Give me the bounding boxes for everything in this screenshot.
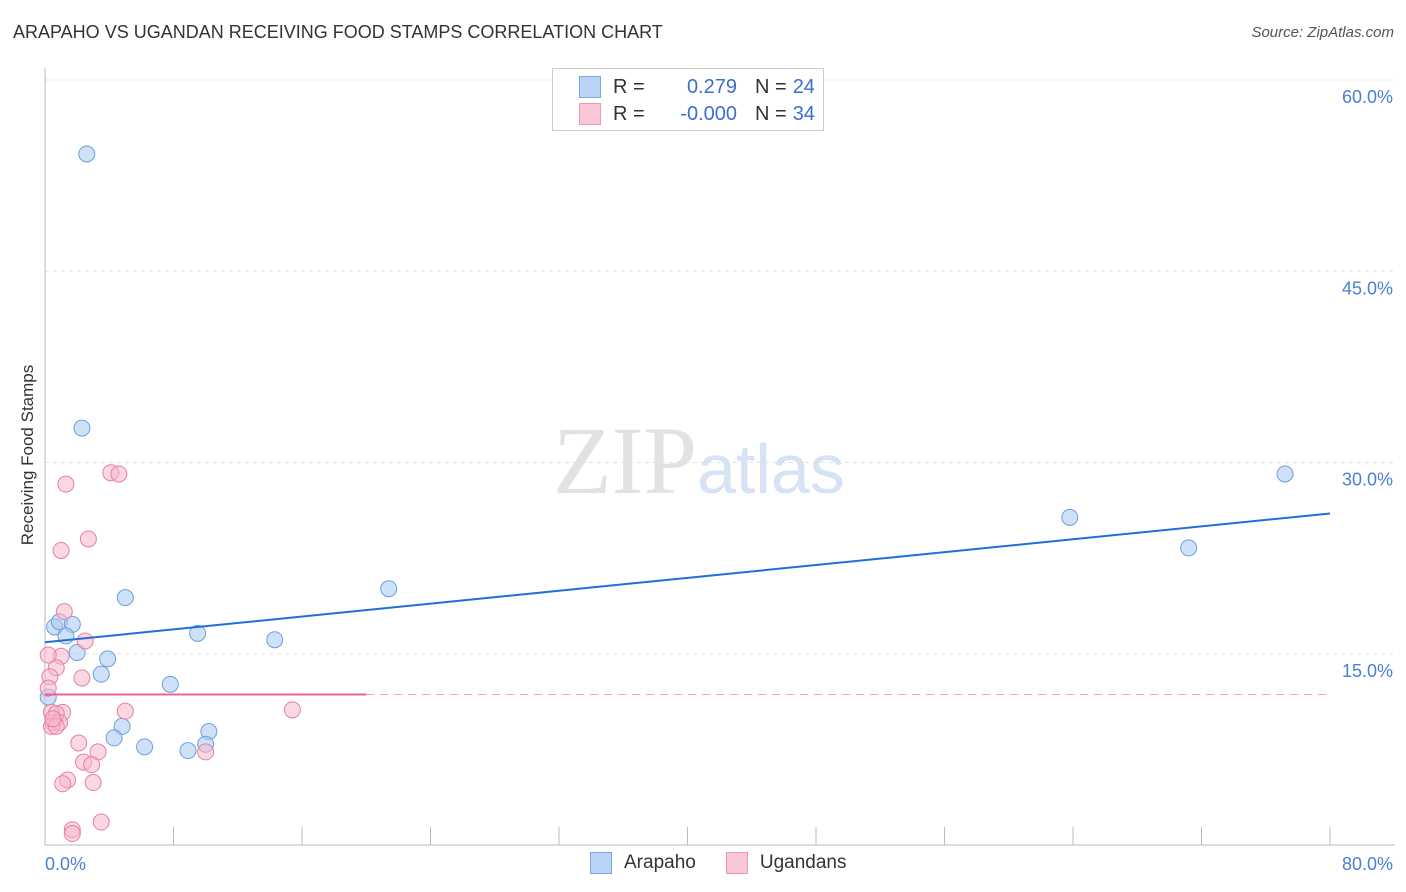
data-point-arapaho (92, 665, 110, 683)
data-point-arapaho (73, 419, 91, 437)
chart-title: ARAPAHO VS UGANDAN RECEIVING FOOD STAMPS… (13, 22, 663, 42)
legend-swatch-blue (579, 76, 601, 98)
legend-row-ugandans: R = -0.000 N = 34 (579, 102, 815, 126)
data-point-ugandans (55, 603, 73, 621)
data-point-arapaho (161, 675, 179, 693)
legend-n-label: N = (755, 75, 787, 98)
data-point-ugandans (70, 734, 88, 752)
trend-line-arapaho (44, 512, 1331, 644)
data-point-arapaho (1061, 508, 1079, 526)
legend-n-label: N = (755, 102, 787, 125)
y-tick-label: 45.0% (1342, 278, 1393, 298)
legend-r-value: -0.000 (680, 102, 737, 125)
bottom-legend-ugandans: Ugandans (725, 852, 847, 874)
swatch (590, 852, 612, 874)
data-point-arapaho (1276, 465, 1294, 483)
y-tick-label: 60.0% (1342, 87, 1393, 107)
data-point-ugandans (44, 710, 62, 728)
watermark-zip: ZIP (553, 407, 697, 514)
legend: R = 0.279 N = 24 R = -0.000 N = 34 (552, 68, 824, 131)
data-point-ugandans (52, 541, 70, 559)
data-point-ugandans (92, 813, 110, 831)
data-point-ugandans (283, 701, 301, 719)
data-point-arapaho (78, 145, 96, 163)
series-name: Ugandans (759, 852, 847, 873)
data-point-ugandans (76, 632, 94, 650)
y-tick-label: 30.0% (1342, 470, 1393, 490)
data-point-arapaho (99, 650, 117, 668)
y-tick-label: 15.0% (1342, 661, 1393, 681)
data-point-ugandans (116, 702, 134, 720)
watermark-atlas: atlas (697, 430, 845, 508)
legend-n-value: 34 (792, 102, 815, 125)
data-point-arapaho (116, 589, 134, 607)
series-name: Arapaho (624, 852, 696, 873)
x-tick-label: 80.0% (1342, 854, 1393, 874)
x-tick-label: 0.0% (45, 854, 86, 874)
data-point-ugandans (57, 475, 75, 493)
data-point-ugandans (73, 669, 91, 687)
data-point-ugandans (110, 465, 128, 483)
data-point-arapaho (1180, 539, 1198, 557)
data-point-ugandans (83, 756, 101, 774)
legend-row-arapaho: R = 0.279 N = 24 (579, 75, 815, 99)
data-point-arapaho (105, 729, 123, 747)
legend-r-label: R = (613, 75, 645, 98)
data-point-ugandans (54, 775, 72, 793)
data-point-ugandans (197, 743, 215, 761)
data-point-arapaho (380, 580, 398, 598)
legend-r-label: R = (613, 102, 645, 125)
legend-swatch-pink (579, 103, 601, 125)
data-point-arapaho (266, 631, 284, 649)
legend-r-value: 0.279 (686, 75, 737, 98)
legend-n-value: 24 (792, 75, 815, 98)
data-point-ugandans (39, 646, 57, 664)
bottom-legend-arapaho: Arapaho (590, 852, 696, 874)
swatch (725, 852, 748, 874)
bottom-legend: Arapaho Ugandans (590, 852, 846, 874)
data-point-arapaho (189, 624, 207, 642)
watermark: ZIPatlas (553, 405, 845, 516)
data-point-ugandans (39, 679, 57, 697)
data-point-arapaho (179, 742, 197, 760)
data-point-ugandans (63, 825, 81, 843)
data-point-ugandans (79, 530, 97, 548)
data-point-arapaho (136, 738, 154, 756)
data-point-ugandans (84, 774, 102, 792)
chart-source: Source: ZipAtlas.com (1251, 24, 1394, 41)
